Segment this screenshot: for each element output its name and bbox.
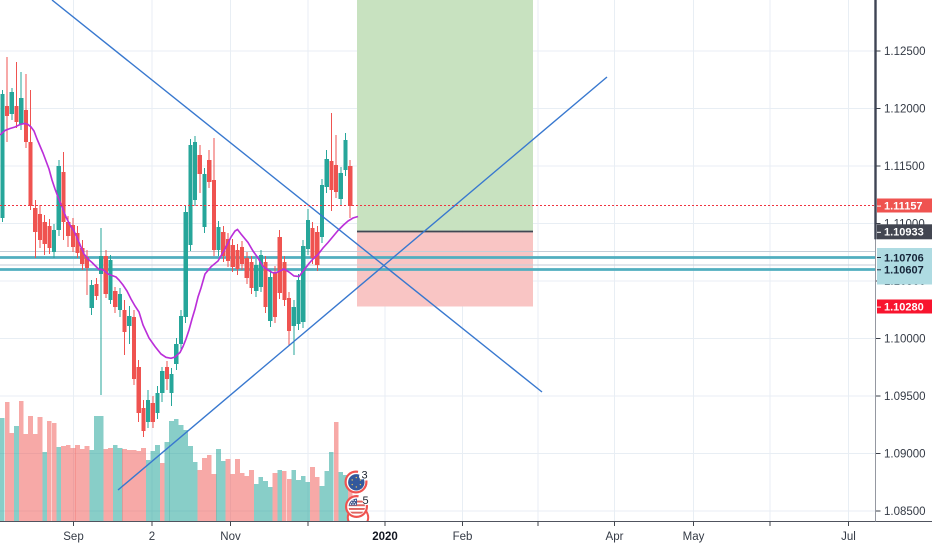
svg-text:3: 3 — [362, 470, 368, 482]
svg-text:5: 5 — [363, 495, 369, 507]
svg-text:1.10000: 1.10000 — [884, 333, 926, 345]
svg-text:1.11500: 1.11500 — [884, 161, 925, 173]
svg-text:1.12500: 1.12500 — [884, 46, 926, 58]
svg-text:1.10706: 1.10706 — [884, 252, 924, 264]
svg-text:2020: 2020 — [372, 531, 398, 543]
svg-text:1.12000: 1.12000 — [884, 103, 926, 115]
svg-text:1.10933: 1.10933 — [884, 227, 924, 239]
svg-text:May: May — [683, 531, 705, 543]
svg-text:Sep: Sep — [63, 531, 83, 543]
svg-text:1.08500: 1.08500 — [884, 506, 926, 518]
svg-text:1.10280: 1.10280 — [884, 301, 924, 313]
svg-text:1.10607: 1.10607 — [884, 265, 924, 277]
svg-text:Jul: Jul — [841, 531, 856, 543]
svg-text:2: 2 — [149, 531, 155, 543]
svg-text:Apr: Apr — [606, 531, 624, 543]
svg-text:1.09500: 1.09500 — [884, 391, 926, 403]
svg-text:1.11157: 1.11157 — [884, 200, 923, 212]
svg-text:Feb: Feb — [453, 531, 473, 543]
svg-text:Nov: Nov — [220, 531, 241, 543]
svg-text:1.09000: 1.09000 — [884, 448, 926, 460]
